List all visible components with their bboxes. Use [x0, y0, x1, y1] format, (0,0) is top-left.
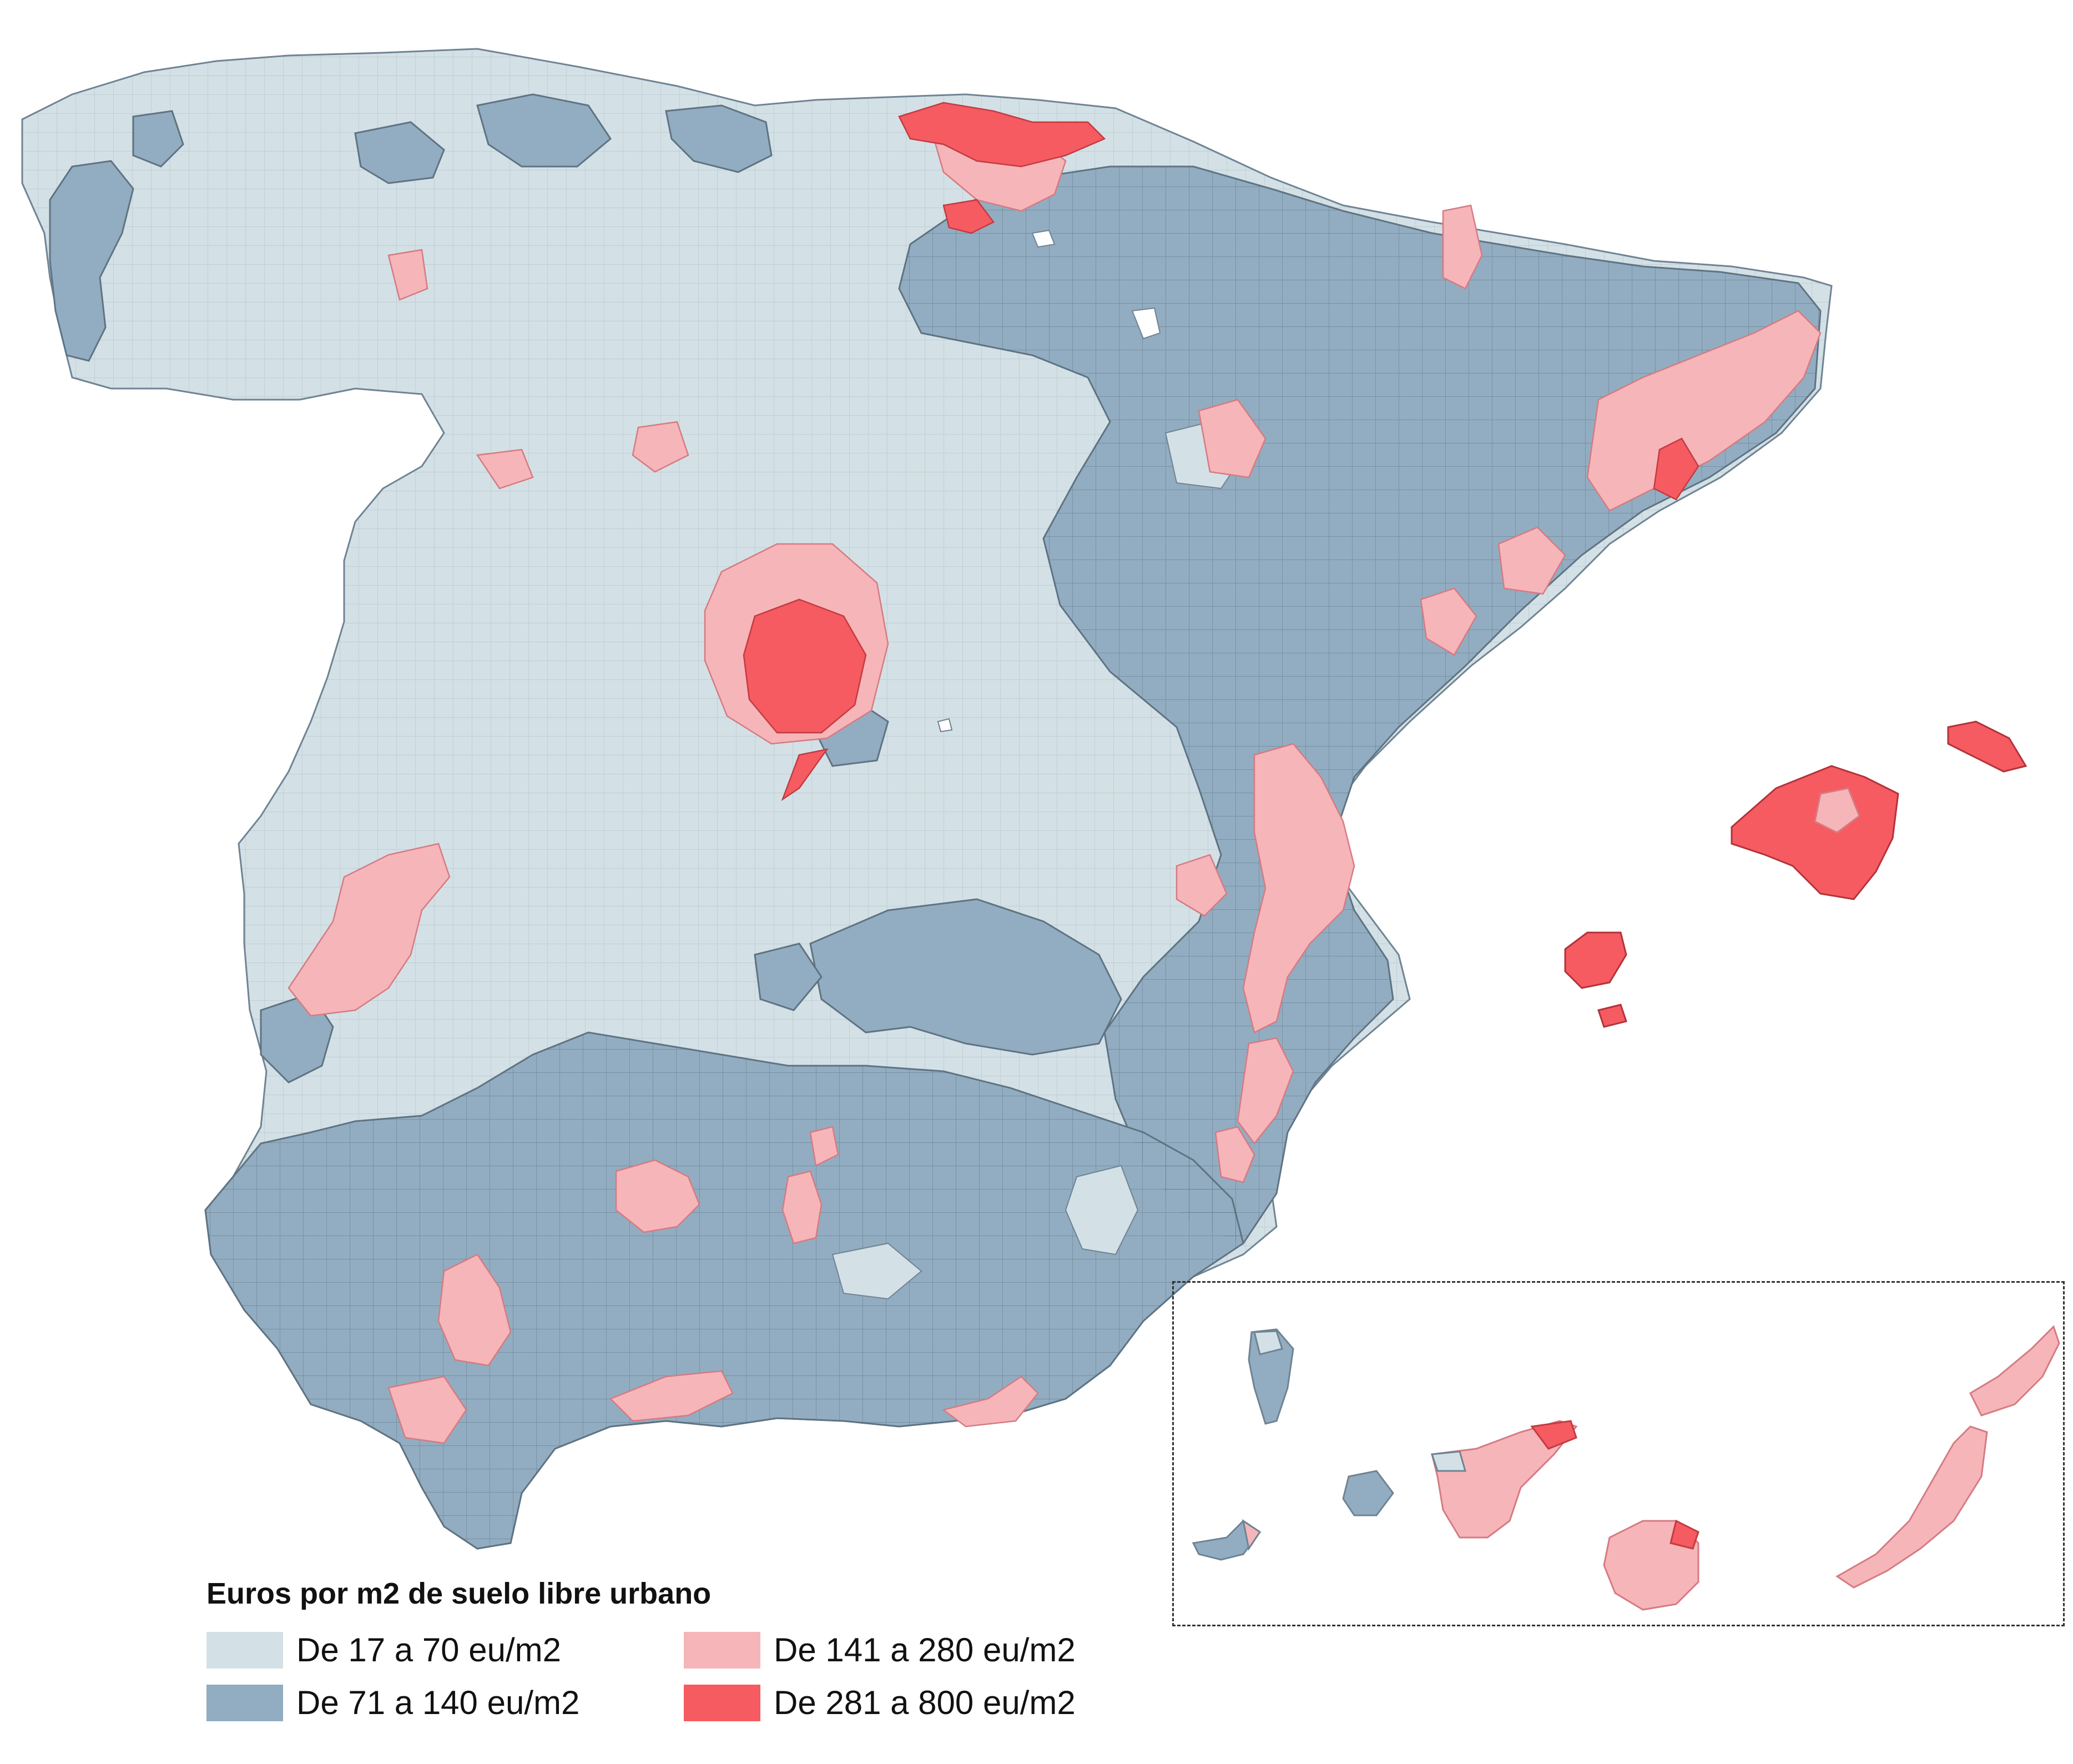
- canary-islands-inset-frame: [1172, 1281, 2065, 1626]
- el-hierro-pink: [1242, 1519, 1262, 1551]
- murcia-coast: [1214, 1126, 1255, 1183]
- zaragoza-area: [1198, 399, 1267, 478]
- valencia-coast: [1242, 743, 1355, 1034]
- la-gomera: [1342, 1470, 1394, 1516]
- class-281-800-regions: [743, 102, 1699, 802]
- cordoba-area: [615, 1159, 700, 1233]
- legend-label-medium: De 71 a 140 eu/m2: [296, 1684, 580, 1721]
- tenerife: [1431, 1420, 1578, 1539]
- legend-label-low: De 17 a 70 eu/m2: [296, 1631, 561, 1669]
- lleida-area: [1442, 204, 1483, 290]
- albacete-area: [1176, 854, 1228, 917]
- bizkaia-gipuzkoa: [898, 102, 1106, 168]
- legend-label-top: De 281 a 800 eu/m2: [774, 1684, 1076, 1721]
- madrid-southwest-strip: [781, 748, 829, 802]
- badajoz-area: [288, 843, 451, 1017]
- vitoria-area: [942, 199, 995, 234]
- ibiza: [1564, 931, 1627, 989]
- huelva-area: [387, 1375, 467, 1444]
- cantabria-patch: [476, 93, 612, 168]
- alicante-coast: [1237, 1037, 1294, 1145]
- caceres-area: [476, 448, 534, 490]
- burgos-area: [387, 249, 428, 301]
- formentera: [1597, 1004, 1627, 1028]
- legend-item-top: De 281 a 800 eu/m2: [684, 1684, 1161, 1722]
- fuerteventura: [1835, 1425, 1988, 1589]
- asturias-patch: [354, 121, 445, 184]
- catalonia-coast: [1586, 310, 1822, 512]
- legend-item-high: De 141 a 280 eu/m2: [684, 1631, 1161, 1669]
- granada-area: [781, 1170, 823, 1244]
- madrid-core: [743, 598, 867, 734]
- mallorca: [1731, 765, 1899, 900]
- tenerife-north: [1530, 1420, 1577, 1450]
- legend-title: Euros por m2 de suelo libre urbano: [206, 1577, 712, 1610]
- castellon-area: [1420, 587, 1477, 656]
- northwest-patch: [665, 104, 773, 173]
- galicia-patch-1: [132, 110, 184, 168]
- la-palma-light: [1253, 1330, 1283, 1355]
- legend-swatch-top: [684, 1684, 760, 1721]
- malaga-coast: [609, 1370, 734, 1422]
- balearic-islands: [1564, 720, 2027, 1028]
- legend-item-medium: De 71 a 140 eu/m2: [206, 1684, 684, 1722]
- barcelona-area: [1653, 437, 1699, 501]
- legend-item-low: De 17 a 70 eu/m2: [206, 1631, 684, 1669]
- jaen-area: [809, 1126, 839, 1167]
- mallorca-inner: [1814, 787, 1860, 834]
- reservoirs: [937, 229, 1161, 733]
- legend-label-high: De 141 a 280 eu/m2: [774, 1631, 1076, 1669]
- legend-swatch-low: [206, 1631, 283, 1669]
- tenerife-west: [1430, 1450, 1466, 1472]
- legend: Euros por m2 de suelo libre urbano De 17…: [206, 1576, 1206, 1722]
- lanzarote: [1969, 1325, 2060, 1417]
- legend-grid: De 17 a 70 eu/m2 De 141 a 280 eu/m2 De 7…: [206, 1631, 1206, 1722]
- medium-class-grid: [205, 167, 1820, 1549]
- galicia-coast: [49, 160, 134, 362]
- gran-canaria-ne: [1670, 1519, 1699, 1550]
- tarragona-coast: [1497, 526, 1566, 595]
- central-south-band: [809, 898, 1122, 1056]
- almeria-coast: [942, 1375, 1039, 1428]
- legend-swatch-high: [684, 1631, 760, 1669]
- legend-swatch-medium: [206, 1684, 283, 1721]
- seville-area: [437, 1253, 512, 1367]
- canary-islands: [1192, 1325, 2060, 1611]
- valladolid-area: [632, 421, 689, 473]
- jaen-patch: [754, 943, 823, 1011]
- menorca: [1947, 720, 2027, 773]
